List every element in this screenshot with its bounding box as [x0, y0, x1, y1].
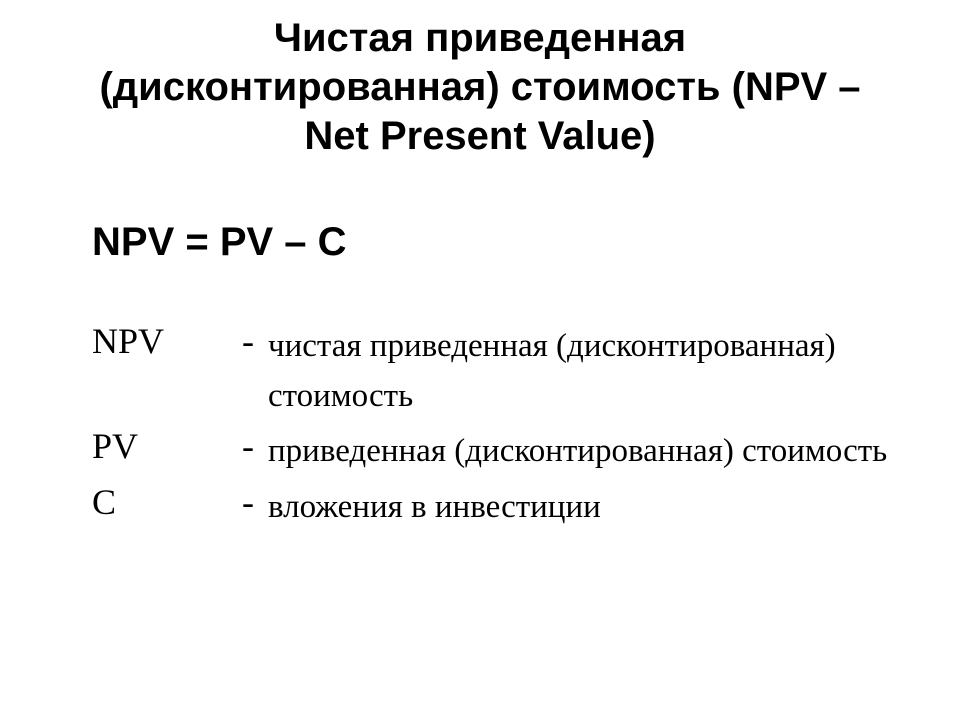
- slide-title: Чистая приведенная (дисконтированная) ст…: [0, 0, 960, 160]
- definition-term: PV: [92, 425, 242, 467]
- definition-description: приведенная (дисконтированная) стоимость: [268, 425, 887, 477]
- definition-description: чистая приведенная (дисконтированная) ст…: [268, 320, 888, 421]
- definition-row: C - вложения в инвестиции: [92, 481, 960, 533]
- definition-term: NPV: [92, 320, 242, 362]
- definition-dash: -: [242, 425, 268, 467]
- definition-dash: -: [242, 481, 268, 523]
- definition-dash: -: [242, 320, 268, 362]
- definition-term: C: [92, 481, 242, 523]
- definition-row: PV - приведенная (дисконтированная) стои…: [92, 425, 960, 477]
- npv-formula: NPV = PV – C: [0, 160, 960, 265]
- definition-description: вложения в инвестиции: [268, 481, 601, 533]
- definition-row: NPV - чистая приведенная (дисконтированн…: [92, 320, 960, 421]
- definitions-list: NPV - чистая приведенная (дисконтированн…: [0, 265, 960, 532]
- slide: Чистая приведенная (дисконтированная) ст…: [0, 0, 960, 720]
